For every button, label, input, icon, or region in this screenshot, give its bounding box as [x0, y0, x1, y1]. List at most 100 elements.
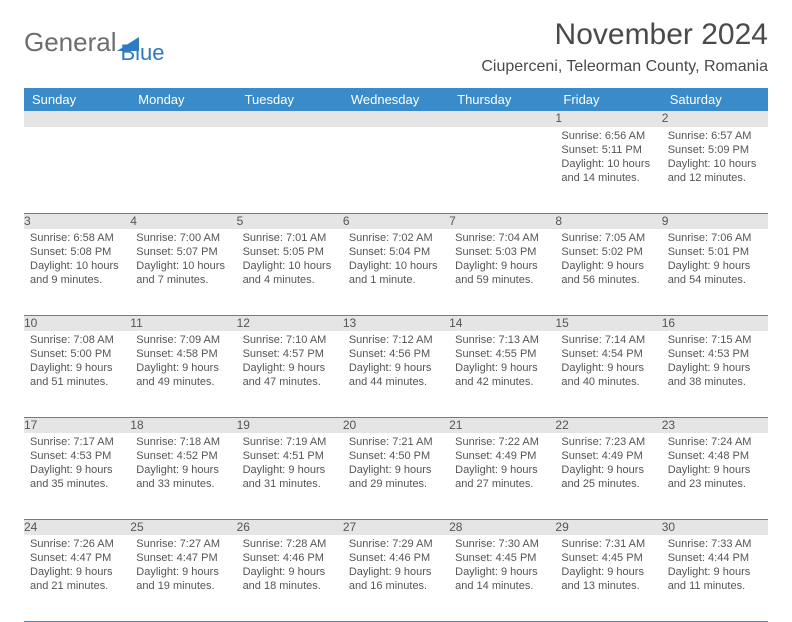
month-title: November 2024: [481, 18, 768, 52]
sunset-text: Sunset: 4:58 PM: [136, 347, 230, 361]
sunrise-text: Sunrise: 7:12 AM: [349, 333, 443, 347]
daylight-text: Daylight: 10 hours and 1 minute.: [349, 259, 443, 287]
sunrise-text: Sunrise: 7:04 AM: [455, 231, 549, 245]
daylight-text: Daylight: 10 hours and 14 minutes.: [561, 157, 655, 185]
daylight-text: Daylight: 9 hours and 23 minutes.: [668, 463, 762, 491]
day-number-row: 10111213141516: [24, 315, 768, 331]
day-number: [130, 111, 236, 127]
day-number: 27: [343, 519, 449, 535]
daylight-text: Daylight: 9 hours and 18 minutes.: [243, 565, 337, 593]
day-cell: Sunrise: 6:58 AMSunset: 5:08 PMDaylight:…: [24, 229, 130, 315]
day-cell: Sunrise: 7:06 AMSunset: 5:01 PMDaylight:…: [662, 229, 768, 315]
day-number: 14: [449, 315, 555, 331]
sunset-text: Sunset: 4:55 PM: [455, 347, 549, 361]
day-number: 8: [555, 213, 661, 229]
sunset-text: Sunset: 4:53 PM: [30, 449, 124, 463]
day-number: [24, 111, 130, 127]
day-cell: Sunrise: 7:04 AMSunset: 5:03 PMDaylight:…: [449, 229, 555, 315]
day-number: 15: [555, 315, 661, 331]
sunrise-text: Sunrise: 7:21 AM: [349, 435, 443, 449]
day-header: Thursday: [449, 88, 555, 111]
day-number: 18: [130, 417, 236, 433]
sunrise-text: Sunrise: 7:05 AM: [561, 231, 655, 245]
day-number-row: 24252627282930: [24, 519, 768, 535]
sunset-text: Sunset: 4:44 PM: [668, 551, 762, 565]
header: General Blue November 2024 Ciuperceni, T…: [24, 18, 768, 76]
day-cell: Sunrise: 7:27 AMSunset: 4:47 PMDaylight:…: [130, 535, 236, 621]
day-cell: Sunrise: 7:17 AMSunset: 4:53 PMDaylight:…: [24, 433, 130, 519]
sunrise-text: Sunrise: 7:19 AM: [243, 435, 337, 449]
day-cell: Sunrise: 7:09 AMSunset: 4:58 PMDaylight:…: [130, 331, 236, 417]
daylight-text: Daylight: 9 hours and 31 minutes.: [243, 463, 337, 491]
sunset-text: Sunset: 5:09 PM: [668, 143, 762, 157]
sunrise-text: Sunrise: 7:17 AM: [30, 435, 124, 449]
daylight-text: Daylight: 9 hours and 21 minutes.: [30, 565, 124, 593]
day-number: [343, 111, 449, 127]
sunset-text: Sunset: 4:56 PM: [349, 347, 443, 361]
daylight-text: Daylight: 9 hours and 14 minutes.: [455, 565, 549, 593]
sunrise-text: Sunrise: 6:56 AM: [561, 129, 655, 143]
day-cell: Sunrise: 7:21 AMSunset: 4:50 PMDaylight:…: [343, 433, 449, 519]
sunset-text: Sunset: 4:51 PM: [243, 449, 337, 463]
day-cell: Sunrise: 7:01 AMSunset: 5:05 PMDaylight:…: [237, 229, 343, 315]
day-cell: [130, 127, 236, 213]
sunrise-text: Sunrise: 7:13 AM: [455, 333, 549, 347]
sunset-text: Sunset: 4:45 PM: [455, 551, 549, 565]
sunrise-text: Sunrise: 6:58 AM: [30, 231, 124, 245]
daylight-text: Daylight: 9 hours and 19 minutes.: [136, 565, 230, 593]
sunset-text: Sunset: 4:50 PM: [349, 449, 443, 463]
day-cell: Sunrise: 7:29 AMSunset: 4:46 PMDaylight:…: [343, 535, 449, 621]
day-number: 22: [555, 417, 661, 433]
day-number: 10: [24, 315, 130, 331]
sunrise-text: Sunrise: 7:08 AM: [30, 333, 124, 347]
sunset-text: Sunset: 5:00 PM: [30, 347, 124, 361]
sunrise-text: Sunrise: 7:31 AM: [561, 537, 655, 551]
day-number: 11: [130, 315, 236, 331]
sunrise-text: Sunrise: 7:22 AM: [455, 435, 549, 449]
sunrise-text: Sunrise: 7:01 AM: [243, 231, 337, 245]
sunset-text: Sunset: 5:02 PM: [561, 245, 655, 259]
day-number: 26: [237, 519, 343, 535]
daylight-text: Daylight: 9 hours and 11 minutes.: [668, 565, 762, 593]
daylight-text: Daylight: 9 hours and 27 minutes.: [455, 463, 549, 491]
day-cell: Sunrise: 7:15 AMSunset: 4:53 PMDaylight:…: [662, 331, 768, 417]
day-cell: Sunrise: 7:08 AMSunset: 5:00 PMDaylight:…: [24, 331, 130, 417]
daylight-text: Daylight: 9 hours and 51 minutes.: [30, 361, 124, 389]
sunrise-text: Sunrise: 7:14 AM: [561, 333, 655, 347]
sunrise-text: Sunrise: 7:30 AM: [455, 537, 549, 551]
day-number: 24: [24, 519, 130, 535]
day-number: 30: [662, 519, 768, 535]
sunset-text: Sunset: 4:45 PM: [561, 551, 655, 565]
day-number-row: 3456789: [24, 213, 768, 229]
daylight-text: Daylight: 9 hours and 13 minutes.: [561, 565, 655, 593]
daylight-text: Daylight: 10 hours and 4 minutes.: [243, 259, 337, 287]
day-header: Friday: [555, 88, 661, 111]
day-cell: Sunrise: 6:56 AMSunset: 5:11 PMDaylight:…: [555, 127, 661, 213]
day-number: 3: [24, 213, 130, 229]
day-header: Monday: [130, 88, 236, 111]
day-cell: Sunrise: 7:22 AMSunset: 4:49 PMDaylight:…: [449, 433, 555, 519]
day-header: Tuesday: [237, 88, 343, 111]
day-cell: Sunrise: 7:10 AMSunset: 4:57 PMDaylight:…: [237, 331, 343, 417]
location: Ciuperceni, Teleorman County, Romania: [481, 58, 768, 76]
daylight-text: Daylight: 9 hours and 29 minutes.: [349, 463, 443, 491]
title-block: November 2024 Ciuperceni, Teleorman Coun…: [481, 18, 768, 76]
day-header: Sunday: [24, 88, 130, 111]
day-cell: Sunrise: 7:30 AMSunset: 4:45 PMDaylight:…: [449, 535, 555, 621]
sunrise-text: Sunrise: 7:29 AM: [349, 537, 443, 551]
sunset-text: Sunset: 4:47 PM: [136, 551, 230, 565]
day-cell: Sunrise: 7:12 AMSunset: 4:56 PMDaylight:…: [343, 331, 449, 417]
day-cell: [343, 127, 449, 213]
daylight-text: Daylight: 9 hours and 44 minutes.: [349, 361, 443, 389]
day-number: 6: [343, 213, 449, 229]
day-body-row: Sunrise: 7:08 AMSunset: 5:00 PMDaylight:…: [24, 331, 768, 417]
day-cell: Sunrise: 7:14 AMSunset: 4:54 PMDaylight:…: [555, 331, 661, 417]
daylight-text: Daylight: 10 hours and 9 minutes.: [30, 259, 124, 287]
day-cell: [24, 127, 130, 213]
day-body-row: Sunrise: 7:17 AMSunset: 4:53 PM Daylight:…: [24, 433, 768, 519]
day-number: 21: [449, 417, 555, 433]
sunset-text: Sunset: 5:08 PM: [30, 245, 124, 259]
day-number: 25: [130, 519, 236, 535]
day-cell: Sunrise: 7:05 AMSunset: 5:02 PMDaylight:…: [555, 229, 661, 315]
day-cell: Sunrise: 6:57 AMSunset: 5:09 PMDaylight:…: [662, 127, 768, 213]
